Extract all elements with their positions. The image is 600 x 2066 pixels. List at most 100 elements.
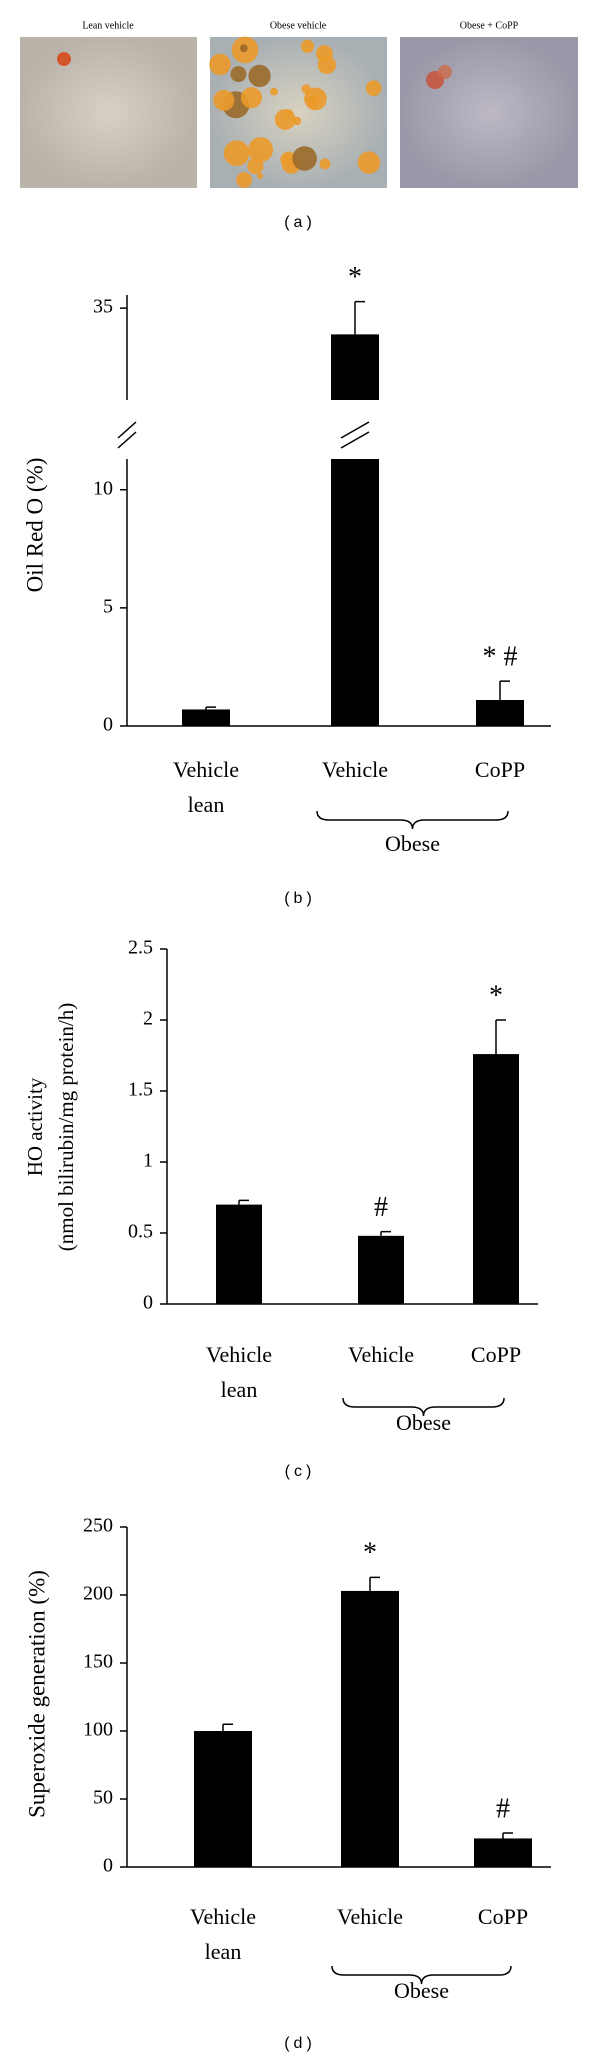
bar-break [340,431,370,449]
lipid-droplet [270,87,278,96]
caption: (b) [284,890,316,907]
error-bar [502,1832,513,1839]
micrograph-panel: Lean vehicle Obese vehicle Obese + CoPP … [20,20,578,231]
x-tick-label: Vehicle [348,1342,414,1367]
lipid-droplet [236,172,253,188]
group-brace [331,1965,512,1985]
error-bar [205,706,216,710]
y-tick-label: 0 [103,714,113,736]
error-bar [369,1576,380,1591]
y-tick-label: 250 [83,1515,113,1537]
y-tick-label: 1.5 [128,1079,153,1101]
y-tick-label: 35 [93,296,113,318]
error-bar [495,1019,506,1055]
lipid-droplet [57,52,71,66]
bar [182,709,230,726]
lipid-droplet [438,65,452,79]
panel-label: Obese + CoPP [460,20,519,31]
lipid-droplet [240,87,263,109]
lipid-droplet [365,80,382,96]
significance-mark: # [374,1192,388,1223]
lipid-droplet [357,151,381,174]
significance-mark: * [489,980,503,1011]
y-tick-label: 5 [103,595,113,617]
y-tick-label: 2 [143,1008,153,1030]
y-tick-label: 150 [83,1651,113,1673]
lipid-droplet [239,44,248,53]
y-tick-label: 0.5 [128,1221,153,1243]
lipid-droplet [308,100,317,109]
significance-mark: * [363,1538,377,1569]
lipid-droplet [292,146,317,171]
error-bar [354,300,365,335]
x-tick-label: CoPP [474,757,526,782]
x-tick-label-box: Vehicle [322,757,388,782]
group-brace [342,1397,505,1417]
micrograph [20,37,197,188]
error-bar [499,680,510,701]
y-tick-label: 0 [103,1855,113,1877]
lipid-droplet [319,158,331,170]
x-tick-label-box: Vehicle lean [173,757,239,818]
x-tick-label: Vehicle lean [173,757,239,818]
y-axis-label: (nmol bilirubin/mg protein/h) [54,1003,78,1251]
y-axis-label: Superoxide generation (%) [24,1570,49,1818]
panel-label: Obese vehicle [270,20,327,31]
x-tick-label: Vehicle [322,757,388,782]
lipid-droplet [230,66,247,83]
lipid-droplet [248,64,271,88]
x-tick-label-box: CoPP [474,757,526,782]
bar [358,1235,404,1304]
significance-mark: # [496,1793,510,1824]
group-label: Obese [385,831,440,856]
bar [473,1054,519,1304]
x-tick-label-box: Vehicle lean [190,1904,256,1965]
x-tick-label-box: Vehicle [337,1904,403,1929]
x-tick-label: CoPP [477,1904,529,1929]
lipid-droplet [300,39,315,53]
group-label: Obese [394,1978,449,2003]
panel-label: Lean vehicle [82,20,134,31]
x-tick-label: Vehicle lean [206,1342,272,1403]
caption: (a) [284,214,316,231]
group-brace [316,810,509,830]
y-tick-label: 50 [93,1787,113,1809]
caption: (c) [285,1463,316,1480]
y-tick-label: 200 [83,1583,113,1605]
lipid-droplet [209,53,231,76]
bar [341,1590,399,1867]
micrograph [400,37,578,188]
lipid-droplet [317,55,337,75]
y-axis-label: Oil Red O (%) [22,458,47,593]
x-tick-label: Vehicle [337,1904,403,1929]
bar [476,700,524,726]
caption: (d) [284,2035,316,2052]
lipid-droplet [213,89,235,111]
y-tick-label: 0 [143,1292,153,1314]
x-tick-label: CoPP [470,1342,522,1367]
y-tick-label: 100 [83,1719,113,1741]
bar-break [340,421,370,439]
axis-break [117,421,137,439]
significance-mark: * [348,262,362,293]
lipid-droplet [256,172,264,180]
x-tick-label-box: Vehicle lean [206,1342,272,1403]
y-tick-label: 10 [93,477,113,499]
bar [331,334,379,400]
error-bar [380,1230,391,1236]
lipid-droplet [248,137,274,163]
y-axis-label: HO activity [23,1077,47,1176]
y-tick-label: 1 [143,1150,153,1172]
bar [194,1731,252,1867]
bar [331,459,379,726]
bar [216,1204,262,1304]
x-tick-label-box: Vehicle [348,1342,414,1367]
group-label: Obese [396,1410,451,1435]
error-bar [222,1723,233,1731]
lipid-droplet [274,109,296,130]
x-tick-label: Vehicle lean [190,1904,256,1965]
bar [474,1838,532,1867]
significance-mark: * # [483,642,518,673]
